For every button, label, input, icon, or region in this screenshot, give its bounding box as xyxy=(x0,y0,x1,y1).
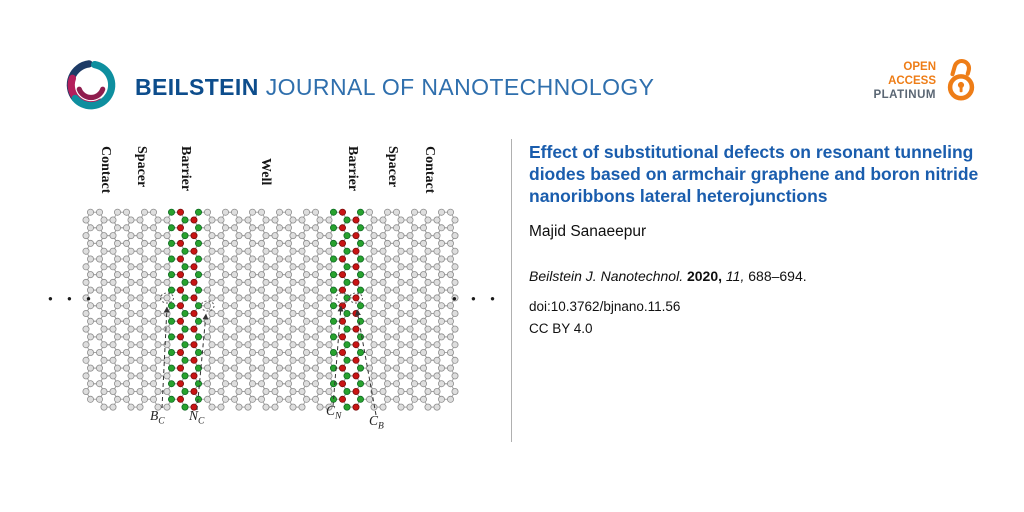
defect-bc-subscript: C xyxy=(158,416,165,427)
region-label-spacer-left: Spacer xyxy=(134,146,149,188)
region-label-barrier-left: Barrier xyxy=(178,146,193,192)
region-label-contact-left: Contact xyxy=(98,146,113,194)
beilstein-swirl-icon xyxy=(66,60,116,110)
defect-label-cb: CB xyxy=(369,413,384,432)
article-panel: Effect of substitutional defects on reso… xyxy=(529,141,997,336)
region-label-contact-right: Contact xyxy=(422,146,437,194)
brand-beilstein: BEILSTEIN xyxy=(135,74,259,100)
article-title: Effect of substitutional defects on reso… xyxy=(529,142,979,207)
citation-journal: Beilstein J. Nanotechnol. xyxy=(529,268,684,285)
open-access-line3: PLATINUM xyxy=(873,89,936,101)
region-label-well: Well xyxy=(258,158,273,186)
defect-label-cn: CN xyxy=(326,403,341,422)
graphene-lattice-figure xyxy=(82,208,459,416)
defect-bc-symbol: B xyxy=(150,408,159,423)
defect-nc-symbol: N xyxy=(189,408,199,423)
journal-title: BEILSTEIN JOURNAL OF NANOTECHNOLOGY xyxy=(135,74,654,101)
citation-year: 2020, xyxy=(686,268,723,285)
defect-cb-symbol: C xyxy=(369,413,379,428)
defect-cn-subscript: N xyxy=(335,411,342,422)
citation-pages: 688–694. xyxy=(748,268,807,285)
ellipsis-left: ● ● ● xyxy=(48,294,97,303)
ellipsis-right: ● ● ● xyxy=(452,294,501,303)
region-label-barrier-right: Barrier xyxy=(345,146,360,192)
defect-cn-symbol: C xyxy=(326,403,336,418)
article-doi: doi:10.3762/bjnano.11.56 xyxy=(529,299,681,315)
open-access-line2: ACCESS xyxy=(888,75,936,87)
open-access-line1: OPEN xyxy=(903,61,936,73)
defect-nc-subscript: C xyxy=(198,416,205,427)
citation-volume: 11, xyxy=(725,268,745,285)
beilstein-logo xyxy=(62,56,120,114)
article-author: Majid Sanaeepur xyxy=(529,223,647,241)
vertical-divider xyxy=(511,139,512,442)
article-citation: Beilstein J. Nanotechnol. 2020, 11, 688–… xyxy=(529,268,997,284)
defect-cb-subscript: B xyxy=(378,421,384,432)
open-access-lock-icon xyxy=(941,55,981,105)
article-license: CC BY 4.0 xyxy=(529,321,593,337)
region-label-spacer-right: Spacer xyxy=(385,146,400,188)
defect-label-nc: NC xyxy=(189,408,204,427)
brand-journal-name: JOURNAL OF NANOTECHNOLOGY xyxy=(265,74,655,100)
open-access-label: OPEN ACCESS PLATINUM xyxy=(836,60,936,102)
defect-label-bc: BC xyxy=(150,408,165,427)
